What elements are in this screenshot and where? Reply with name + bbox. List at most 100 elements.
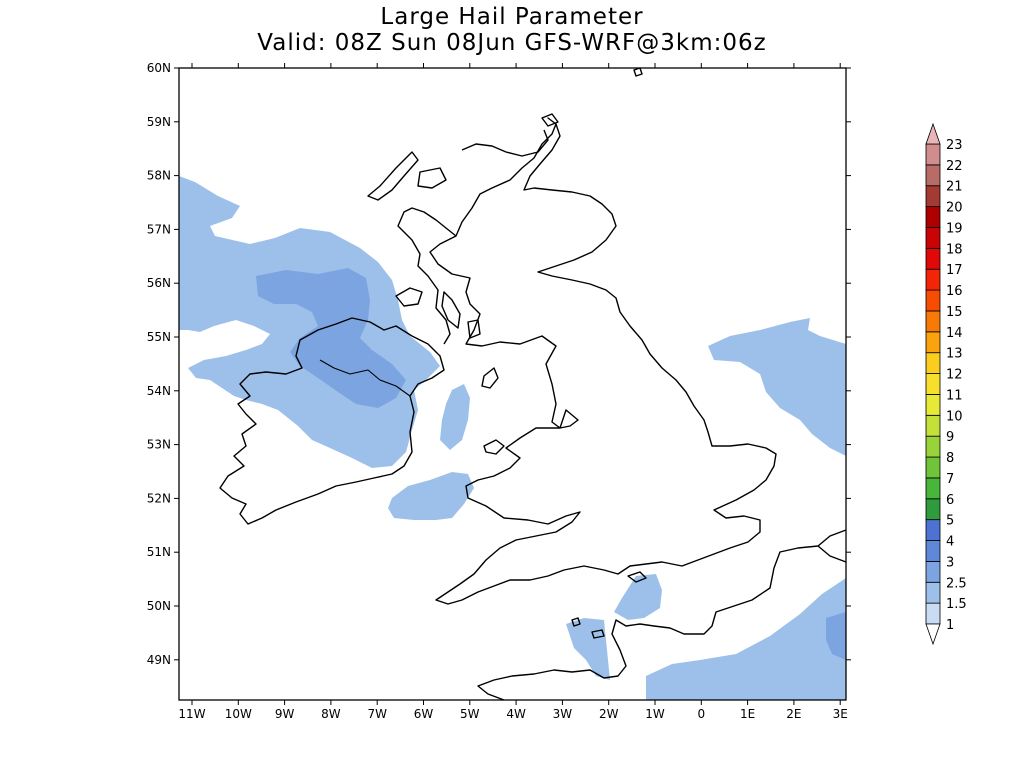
- hail-region-south-east: [646, 578, 846, 700]
- lon-label: 2E: [786, 707, 801, 721]
- colorbar-swatch: [925, 164, 941, 187]
- colorbar-label: 20: [946, 201, 963, 216]
- colorbar-label: 15: [946, 305, 963, 320]
- coast-islay: [395, 287, 423, 307]
- lon-label: 11W: [178, 707, 205, 721]
- lat-label: 51N: [147, 545, 171, 559]
- lat-label: 54N: [147, 384, 171, 398]
- colorbar-swatch: [925, 310, 941, 333]
- coast-france: [477, 529, 847, 701]
- coast-kintyre: [441, 291, 461, 329]
- coast-ireland: [219, 317, 445, 525]
- hail-region-south-east-core: [826, 612, 846, 660]
- coast-north-west: [461, 129, 549, 157]
- colorbar-label: 13: [946, 347, 963, 362]
- colorbar-swatch: [925, 206, 941, 228]
- colorbar-swatch: [925, 227, 941, 249]
- colorbar-swatch: [925, 289, 941, 312]
- hail-region-channel-2: [566, 618, 610, 680]
- hail-region-irish-sea: [440, 384, 470, 450]
- lat-label: 50N: [147, 599, 171, 613]
- lon-label: 5W: [460, 707, 480, 721]
- coast-isle-of-wight: [627, 571, 647, 583]
- coast-orkney: [541, 113, 559, 127]
- lon-label: 3E: [833, 707, 848, 721]
- colorbar-label: 10: [946, 409, 963, 424]
- hail-region-channel-1: [614, 574, 662, 620]
- coast-lewis: [367, 151, 419, 201]
- colorbar-label: 17: [946, 263, 963, 278]
- colorbar-swatch: [925, 540, 941, 562]
- colorbar-label: 22: [946, 159, 963, 174]
- hail-region-cardigan: [388, 472, 474, 520]
- coastlines: [219, 67, 847, 701]
- hail-region-core: [256, 268, 406, 408]
- colorbar-swatch: [925, 519, 941, 541]
- lat-label: 53N: [147, 438, 171, 452]
- coast-guernsey: [571, 617, 581, 627]
- hail-region-north-sea: [708, 318, 846, 456]
- colorbar-swatch: [925, 456, 941, 479]
- lon-label: 7W: [367, 707, 387, 721]
- colorbar-label: 4: [946, 535, 954, 550]
- lon-label: 3W: [553, 707, 573, 721]
- lon-label: 10W: [225, 707, 252, 721]
- colorbar-label: 9: [946, 430, 954, 445]
- lat-label: 58N: [147, 169, 171, 183]
- coast-arran: [467, 319, 481, 339]
- coast-shetland: [633, 67, 643, 77]
- lon-label: 1W: [645, 707, 665, 721]
- colorbar-swatch: [925, 394, 941, 416]
- lat-label: 52N: [147, 491, 171, 505]
- colorbar-over-arrow: [925, 122, 941, 145]
- colorbar-swatch: [925, 331, 941, 354]
- colorbar-swatch: [925, 143, 941, 166]
- colorbar-swatch: [925, 373, 941, 395]
- colorbar-label: 6: [946, 493, 954, 508]
- lat-label: 59N: [147, 115, 171, 129]
- colorbar-label: 11: [946, 388, 963, 403]
- colorbar-label: 21: [946, 180, 963, 195]
- lat-label: 56N: [147, 276, 171, 290]
- coast-skye: [417, 167, 447, 189]
- colorbar-label: 23: [946, 138, 963, 153]
- colorbar-swatch: [925, 477, 941, 500]
- colorbar-swatch: [925, 185, 941, 208]
- colorbar-label: 1: [946, 618, 954, 633]
- map-subtitle: Valid: 08Z Sun 08Jun GFS-WRF@3km:06z: [257, 30, 767, 56]
- colorbar-swatch: [925, 581, 941, 604]
- colorbar-swatch: [925, 268, 941, 291]
- colorbar-label: 1.5: [946, 597, 967, 612]
- lon-label: 4W: [506, 707, 526, 721]
- colorbar-label: 14: [946, 326, 963, 341]
- lat-label: 57N: [147, 222, 171, 236]
- colorbar-swatch: [925, 602, 941, 625]
- coast-isle-of-man: [481, 367, 499, 389]
- map-title: Large Hail Parameter: [380, 4, 644, 30]
- colorbar-swatch: [925, 498, 941, 521]
- colorbar-label: 8: [946, 451, 954, 466]
- coast-great-britain: [429, 117, 777, 605]
- lat-label: 49N: [147, 653, 171, 667]
- coast-jersey: [591, 629, 605, 639]
- coast-anglesey: [483, 439, 505, 455]
- lon-label: 2W: [599, 707, 619, 721]
- map-frame: [178, 67, 847, 701]
- lon-label: 0: [697, 707, 705, 721]
- colorbar-label: 18: [946, 242, 963, 257]
- colorbar-label: 5: [946, 514, 954, 529]
- colorbar-label: 2.5: [946, 576, 967, 591]
- lon-label: 1E: [740, 707, 755, 721]
- colorbar-swatch: [925, 247, 941, 270]
- colorbar-swatch: [925, 414, 941, 437]
- lon-label: 8W: [321, 707, 341, 721]
- lon-label: 6W: [414, 707, 434, 721]
- colorbar-label: 3: [946, 555, 954, 570]
- colorbar-swatch: [925, 352, 941, 374]
- colorbar-label: 19: [946, 221, 963, 236]
- colorbar-under-arrow: [925, 623, 941, 646]
- border-northern-ireland: [319, 359, 411, 397]
- lat-label: 60N: [147, 61, 171, 75]
- colorbar-label: 12: [946, 368, 963, 383]
